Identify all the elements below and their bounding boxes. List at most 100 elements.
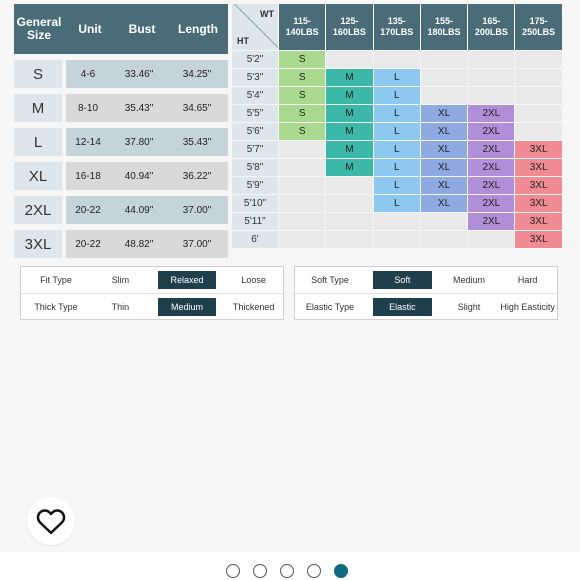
- size-cell: L: [372, 176, 420, 194]
- size-cell: 3XL: [514, 176, 562, 194]
- height-row: 5'2" S: [232, 50, 562, 68]
- size-cell: [419, 86, 468, 104]
- height-row: 6' 3XL: [232, 230, 562, 248]
- size-cell: [514, 68, 562, 86]
- size-cell: [419, 50, 468, 68]
- size-cell: XL: [419, 140, 468, 158]
- height-label: 5'7": [232, 140, 278, 158]
- size-label: M: [14, 94, 62, 122]
- size-cell: XL: [419, 176, 468, 194]
- height-label: 5'8": [232, 158, 278, 176]
- size-cell: S: [278, 104, 326, 122]
- attribute-option: High Easticity: [500, 301, 555, 312]
- length-value: 36.22": [182, 170, 212, 182]
- size-measurements: 8-10 35.43" 34.65": [66, 94, 228, 122]
- height-row: 5'5" S M L XL 2XL: [232, 104, 562, 122]
- size-row: S 4-6 33.46" 34.25": [14, 60, 228, 88]
- height-label: 5'11": [232, 212, 278, 230]
- size-row: L 12-14 37.80" 35.43": [14, 128, 228, 156]
- length-value: 37.00": [182, 238, 212, 250]
- size-cell: [372, 230, 420, 248]
- size-cell: 2XL: [467, 122, 515, 140]
- attribute-option: Loose: [241, 275, 266, 285]
- height-label: 5'3": [232, 68, 278, 86]
- size-cell: S: [278, 50, 326, 68]
- size-cell: [278, 212, 326, 230]
- wh-corner: WT HT: [232, 4, 278, 50]
- attribute-row: Elastic Type Elastic Slight High Easticity: [295, 293, 557, 319]
- size-cell: M: [325, 68, 373, 86]
- size-cell: L: [372, 122, 420, 140]
- size-row: XL 16-18 40.94" 36.22": [14, 162, 228, 190]
- height-label: 5'2": [232, 50, 278, 68]
- bust-value: 37.80": [124, 136, 154, 148]
- size-cell: S: [278, 68, 326, 86]
- height-row: 5'9" L XL 2XL 3XL: [232, 176, 562, 194]
- attribute-label: Elastic Type: [305, 301, 355, 312]
- size-label: L: [14, 128, 62, 156]
- length-value: 37.00": [182, 204, 212, 216]
- carousel-dot[interactable]: [307, 564, 321, 578]
- carousel-dots: [226, 564, 348, 578]
- height-row: 5'11" 2XL 3XL: [232, 212, 562, 230]
- height-label: 5'10": [232, 194, 278, 212]
- wt-label: WT: [260, 9, 274, 19]
- size-measurements: 12-14 37.80" 35.43": [66, 128, 228, 156]
- size-cell: [325, 176, 373, 194]
- size-cell: [325, 212, 373, 230]
- size-cell: [278, 158, 326, 176]
- length-value: 34.65": [182, 102, 212, 114]
- wh-header: WT HT 115-140LBS 125-160LBS 135-170LBS 155-…: [232, 4, 562, 50]
- attribute-option: Slight: [457, 301, 481, 312]
- fit-thickness-attributes: Fit Type Slim Relaxed Loose Thick Type Thin Me…: [20, 266, 284, 320]
- carousel-dot[interactable]: [334, 564, 348, 578]
- size-cell: [419, 68, 468, 86]
- attribute-label: Thick Type: [34, 301, 78, 312]
- carousel-dot[interactable]: [226, 564, 240, 578]
- attribute-option: Soft: [373, 271, 432, 289]
- favorite-button[interactable]: [27, 497, 75, 545]
- size-cell: [372, 212, 420, 230]
- carousel-dot[interactable]: [280, 564, 294, 578]
- size-label: XL: [14, 162, 62, 190]
- attribute-label: Fit Type: [40, 275, 72, 285]
- size-cell: [278, 194, 326, 212]
- length-value: 34.25": [182, 68, 212, 80]
- size-measurements: 20-22 44.09" 37.00": [66, 196, 228, 224]
- size-label: 2XL: [14, 196, 62, 224]
- size-row: 2XL 20-22 44.09" 37.00": [14, 196, 228, 224]
- size-cell: M: [325, 122, 373, 140]
- height-row: 5'10" L XL 2XL 3XL: [232, 194, 562, 212]
- header-length: Length: [178, 21, 218, 36]
- attribute-option: Relaxed: [157, 271, 217, 289]
- size-cell: 3XL: [514, 212, 562, 230]
- attribute-option: Medium: [453, 275, 486, 285]
- carousel-dot[interactable]: [253, 564, 267, 578]
- size-cell: [467, 50, 515, 68]
- header-bust: Bust: [128, 21, 156, 36]
- attribute-row: Fit Type Slim Relaxed Loose: [21, 267, 283, 293]
- attribute-option: Hard: [517, 275, 538, 285]
- size-chart: General Size Unit Bust Length S 4-6 33.46"…: [14, 4, 228, 258]
- unit-value: 20-22: [75, 238, 101, 250]
- height-row: 5'7" M L XL 2XL 3XL: [232, 140, 562, 158]
- size-cell: [419, 212, 468, 230]
- size-cell: L: [372, 104, 420, 122]
- attribute-option: Elastic: [373, 297, 432, 316]
- size-cell: S: [278, 122, 326, 140]
- size-cell: [514, 122, 562, 140]
- size-cell: XL: [419, 158, 468, 176]
- height-row: 5'6" S M L XL 2XL: [232, 122, 562, 140]
- height-label: 5'4": [232, 86, 278, 104]
- size-cell: L: [372, 194, 420, 212]
- size-cell: [278, 230, 326, 248]
- unit-value: 8-10: [77, 102, 98, 114]
- size-cell: M: [325, 86, 373, 104]
- size-cell: M: [325, 140, 373, 158]
- size-cell: 3XL: [514, 230, 562, 248]
- size-cell: 2XL: [467, 212, 515, 230]
- weight-height-grid: WT HT 115-140LBS 125-160LBS 135-170LBS 155-…: [232, 4, 562, 248]
- height-label: 5'6": [232, 122, 278, 140]
- softness-elasticity-attributes: Soft Type Soft Medium Hard Elastic Type Elast…: [294, 266, 558, 320]
- size-cell: S: [278, 86, 326, 104]
